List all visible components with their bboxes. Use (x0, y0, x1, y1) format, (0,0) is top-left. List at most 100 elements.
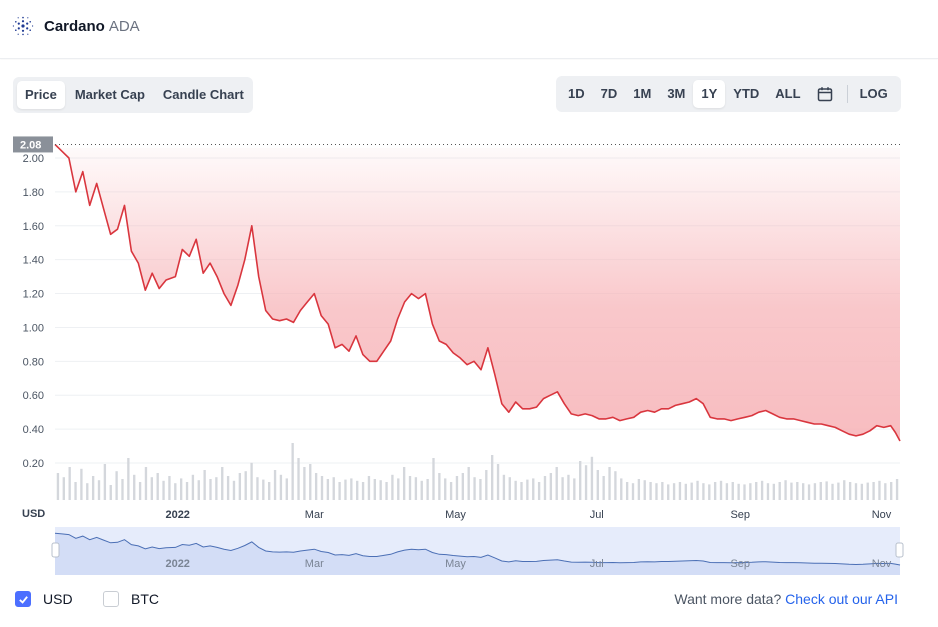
x-tick-label: Sep (730, 509, 750, 521)
volume-bar (843, 480, 846, 500)
volume-bar (637, 479, 641, 500)
volume-bar (802, 483, 805, 500)
volume-bar (326, 479, 330, 500)
volume-bar (455, 476, 459, 500)
y-tick-label: 0.80 (23, 356, 44, 368)
navigator[interactable]: 2022 Mar May Jul Sep Nov (51, 527, 904, 575)
volume-bar (444, 478, 447, 500)
range-1y-button[interactable]: 1Y (693, 80, 726, 108)
volume-bar (203, 470, 206, 500)
volume-bar (238, 473, 242, 500)
volume-bar (74, 482, 77, 500)
navigator-x-tick-label: 2022 (165, 558, 189, 570)
y-tick-label: 0.60 (23, 390, 44, 402)
volume-bar (185, 482, 189, 500)
volume-bar (667, 484, 670, 500)
volume-bar (620, 478, 623, 500)
navigator-x-tick-label: Mar (305, 558, 324, 570)
volume-bar (156, 473, 159, 500)
y-tick-label: 0.40 (23, 424, 44, 436)
volume-bar (584, 465, 588, 500)
range-3m-button[interactable]: 3M (667, 86, 686, 101)
volume-bar (760, 480, 764, 500)
volume-bar (297, 458, 300, 500)
volume-bar (373, 479, 376, 500)
volume-bar (367, 476, 371, 500)
volume-bar (514, 480, 517, 500)
volume-bar (567, 474, 570, 500)
y-tick-label: 0.20 (23, 458, 44, 470)
currency-axis-label: USD (22, 508, 45, 520)
volume-bar (62, 477, 65, 500)
volume-bar (138, 482, 142, 500)
btc-toggle[interactable]: BTC (103, 591, 159, 607)
usd-toggle[interactable]: USD (15, 591, 73, 607)
volume-bar (127, 458, 130, 500)
volume-bar (854, 483, 858, 500)
volume-bar (209, 479, 212, 500)
volume-bar (473, 477, 476, 500)
api-promo-text: Want more data? (674, 591, 782, 607)
volume-bars (56, 443, 899, 500)
range-1d-button[interactable]: 1D (568, 86, 585, 101)
volume-bar (655, 483, 658, 500)
price-area-fill (55, 144, 900, 441)
range-all-button[interactable]: ALL (775, 86, 801, 101)
usd-checkbox[interactable] (15, 591, 31, 607)
log-scale-toggle[interactable]: LOG (859, 86, 888, 101)
volume-bar (438, 473, 441, 500)
volume-bar (708, 484, 711, 500)
current-price-label: 2.08 (20, 139, 41, 151)
btc-checkbox[interactable] (103, 591, 119, 607)
navigator-x-tick-label: Jul (590, 558, 604, 570)
volume-bar (796, 482, 799, 500)
volume-bar (115, 471, 118, 500)
navigator-x-tick-label: Nov (872, 558, 892, 570)
volume-bar (608, 467, 611, 500)
volume-bar (602, 476, 605, 500)
calendar-button[interactable] (811, 80, 839, 108)
volume-bar (596, 470, 599, 500)
volume-bar (449, 482, 453, 500)
range-7d-button[interactable]: 7D (600, 86, 618, 101)
volume-bar (731, 482, 734, 500)
volume-bar (743, 484, 746, 500)
volume-bar (244, 471, 247, 500)
volume-bar (772, 483, 776, 500)
volume-bar (385, 482, 388, 500)
y-tick-label: 1.80 (23, 187, 44, 199)
volume-bar (97, 480, 101, 500)
x-tick-label: Nov (872, 509, 892, 521)
volume-bar (895, 479, 899, 500)
volume-bar (678, 482, 682, 500)
volume-bar (109, 485, 112, 500)
volume-bar (344, 479, 347, 500)
volume-bar (479, 479, 482, 500)
y-tick-label: 1.40 (23, 255, 44, 267)
navigator-right-handle[interactable] (895, 542, 904, 558)
y-axis-labels: 0.20 0.40 0.60 0.80 1.00 1.20 1.40 1.60 1.80 2.00 (23, 153, 44, 470)
volume-bar (91, 476, 95, 500)
volume-bar (537, 482, 541, 500)
volume-bar (502, 474, 506, 500)
api-link[interactable]: Check out our API (785, 591, 898, 607)
volume-bar (162, 480, 165, 500)
x-tick-label: Mar (305, 509, 324, 521)
volume-bar (350, 478, 353, 500)
navigator-left-handle[interactable] (51, 542, 60, 558)
usd-label: USD (43, 591, 73, 607)
range-1m-button[interactable]: 1M (633, 86, 652, 101)
range-ytd-button[interactable]: YTD (733, 86, 760, 101)
volume-bar (420, 480, 423, 500)
tab-market-cap[interactable]: Market Cap (74, 87, 145, 102)
volume-bar (819, 482, 822, 500)
tab-candle-chart[interactable]: Candle Chart (162, 87, 244, 102)
chart-type-tabs: Price Market Cap Candle Chart (13, 77, 253, 113)
coin-title: Cardano ADA (44, 18, 140, 35)
volume-bar (250, 462, 253, 500)
volume-bar (813, 483, 817, 500)
tab-price[interactable]: Price (17, 81, 65, 109)
volume-bar (837, 482, 840, 500)
volume-bar (543, 476, 547, 500)
volume-bar (303, 467, 306, 500)
